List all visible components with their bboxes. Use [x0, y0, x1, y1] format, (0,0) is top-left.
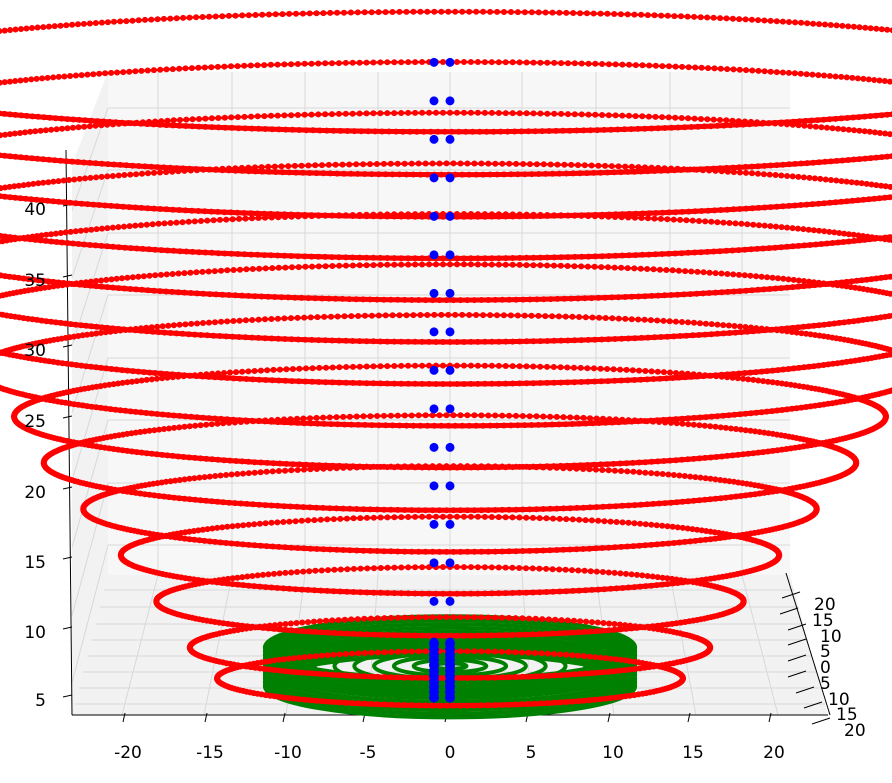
- left-grid-line: [71, 294, 109, 413]
- x-tick-mark: [122, 712, 126, 723]
- red-helix-ring-front: [214, 677, 686, 709]
- x-tick-mark: [282, 712, 286, 723]
- z-tick-mark: [62, 415, 73, 419]
- z-tick-mark: [62, 556, 73, 560]
- red-helix-ring-front: [118, 554, 782, 597]
- red-helix-ring-back: [188, 615, 712, 648]
- z-tick-mark: [62, 626, 73, 630]
- left-grid-line: [71, 357, 109, 481]
- left-grid-line: [71, 169, 109, 278]
- left-grid-line: [71, 482, 109, 616]
- y-axis-line: [785, 572, 831, 716]
- y-tick-mark: [795, 686, 815, 694]
- y-tick-mark: [779, 607, 799, 615]
- x-tick-mark: [204, 712, 208, 723]
- y-tick-mark: [811, 717, 831, 725]
- z-tick-mark: [62, 694, 73, 698]
- z-tick-mark: [62, 486, 73, 490]
- y-tick-mark: [787, 638, 807, 646]
- floor-grid-line: [741, 574, 779, 716]
- floor-grid-line: [669, 574, 697, 716]
- y-tick-mark: [787, 654, 807, 662]
- left-grid-line: [71, 544, 109, 683]
- floor-grid-line: [203, 574, 233, 716]
- y-tick-mark: [803, 701, 823, 709]
- y-tick-mark: [781, 591, 801, 599]
- z-tick-mark: [62, 274, 73, 278]
- floor-grid-line: [121, 574, 159, 716]
- back-pane: [108, 72, 790, 575]
- x-tick-mark: [607, 712, 611, 723]
- y-tick-mark: [787, 623, 807, 631]
- z-tick-mark: [62, 344, 73, 348]
- red-helix-ring-front: [153, 600, 747, 639]
- x-tick-mark: [687, 712, 691, 723]
- x-tick-mark: [768, 712, 772, 723]
- y-tick-mark: [787, 670, 807, 678]
